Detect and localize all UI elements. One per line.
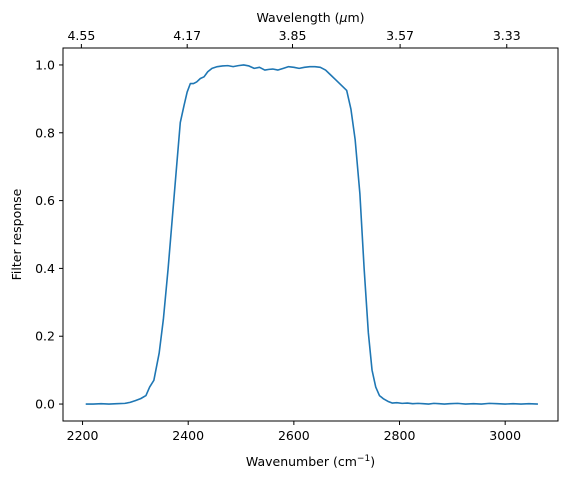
y-axis-label: Filter response (9, 188, 24, 280)
filter-response-line (85, 64, 538, 405)
x-tick-label: 2400 (172, 428, 204, 443)
y-tick-label: 0.4 (35, 261, 55, 276)
top-tick-label: 4.55 (67, 28, 95, 43)
x-axis-label-close: ) (370, 454, 375, 469)
y-tick-label: 0.0 (35, 397, 55, 412)
top-tick-label: 3.57 (386, 28, 414, 43)
y-tick-label: 0.6 (35, 193, 55, 208)
y-axis-ticks: 0.0 0.2 0.4 0.6 0.8 1.0 (35, 57, 63, 412)
top-tick-label: 3.33 (493, 28, 521, 43)
top-tick-label: 3.85 (279, 28, 307, 43)
top-axis-label: Wavelength (μm) (256, 10, 364, 25)
y-tick-label: 0.2 (35, 329, 55, 344)
x-tick-label: 2800 (384, 428, 416, 443)
plot-frame (62, 47, 559, 422)
x-tick-label: 2200 (67, 428, 99, 443)
y-tick-label: 0.8 (35, 125, 55, 140)
top-axis-label-unit: m) (347, 10, 364, 25)
x-tick-label: 2600 (278, 428, 310, 443)
x-axis-label: Wavenumber (cm−1) (246, 454, 375, 469)
y-tick-label: 1.0 (35, 57, 55, 72)
top-axis-ticks: 4.55 4.17 3.85 3.57 3.33 (67, 28, 521, 48)
plot-line-layer (85, 64, 538, 405)
top-axis-label-text: Wavelength ( (256, 10, 339, 25)
x-axis-label-text: Wavenumber (cm (246, 454, 357, 469)
x-tick-label: 3000 (489, 428, 521, 443)
x-axis-ticks: 2200 2400 2600 2800 3000 (67, 421, 521, 443)
x-axis-label-superscript: −1 (357, 454, 370, 464)
top-axis-label-mu: μ (339, 10, 348, 25)
top-tick-label: 4.17 (173, 28, 201, 43)
